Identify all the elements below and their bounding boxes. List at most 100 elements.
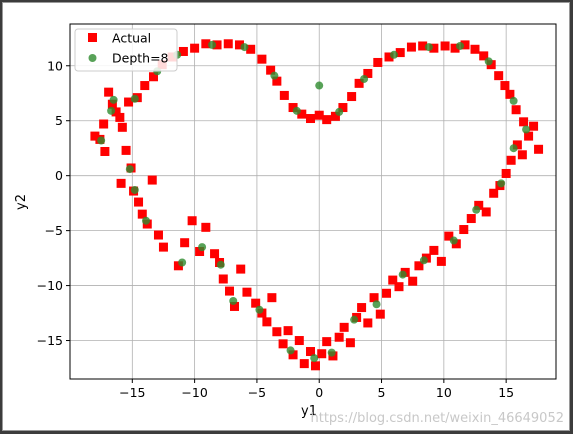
x-tick-label: 10 <box>436 385 452 400</box>
actual-point <box>470 44 480 54</box>
actual-point <box>115 112 125 122</box>
figure-frame: −15 −10 −5 0 5 10 15 10 5 0 −5 −10 −15 y1 y2 Actual… <box>2 2 570 431</box>
actual-point <box>306 347 316 357</box>
actual-point <box>201 39 211 49</box>
actual-point <box>406 42 416 52</box>
depth-point <box>229 296 238 305</box>
depth-point <box>335 107 344 116</box>
actual-point <box>506 155 516 165</box>
actual-point <box>294 336 304 346</box>
actual-point <box>234 40 244 50</box>
depth-point <box>327 348 336 357</box>
actual-point <box>529 121 539 131</box>
actual-point <box>394 282 404 292</box>
actual-point <box>299 359 309 369</box>
actual-point <box>512 140 522 150</box>
actual-point <box>382 288 392 298</box>
actual-point <box>262 317 272 327</box>
actual-point <box>242 287 252 297</box>
actual-point <box>511 105 521 115</box>
actual-point <box>486 60 496 70</box>
actual-point <box>187 216 197 226</box>
actual-point <box>158 242 168 252</box>
actual-point <box>334 332 344 342</box>
x-tick-label: −10 <box>181 385 207 400</box>
x-tick-label: 0 <box>315 385 323 400</box>
actual-point <box>317 349 327 359</box>
actual-point <box>210 249 220 259</box>
depth-point <box>216 260 225 269</box>
depth-point <box>178 258 187 267</box>
legend-actual-label: Actual <box>112 31 151 46</box>
actual-point <box>124 97 134 107</box>
legend-box <box>74 28 178 72</box>
y-tick-label: −15 <box>37 333 63 348</box>
actual-point <box>489 188 499 198</box>
actual-point <box>459 225 469 235</box>
depth-point <box>286 346 295 355</box>
actual-point <box>90 131 100 141</box>
watermark: https://blog.csdn.net/weixin_46649052 <box>310 411 564 426</box>
actual-point <box>436 256 446 266</box>
actual-point <box>519 117 529 127</box>
depth-point <box>208 40 217 49</box>
actual-point <box>257 54 267 64</box>
actual-point <box>201 222 211 232</box>
actual-point <box>363 68 373 78</box>
depth-point <box>419 256 428 265</box>
legend-depth-label: Depth=8 <box>112 51 169 66</box>
actual-point <box>330 111 340 121</box>
actual-point <box>363 318 373 328</box>
actual-point <box>266 65 276 75</box>
actual-point <box>466 214 476 224</box>
actual-point <box>314 110 324 120</box>
depth-point <box>350 315 359 324</box>
actual-point <box>117 122 127 132</box>
actual-point <box>451 239 461 249</box>
actual-point <box>288 350 298 360</box>
actual-point <box>288 103 298 113</box>
legend: Actual Depth=8 <box>74 28 178 72</box>
legend-depth-marker <box>88 54 97 62</box>
x-tick-label: 15 <box>498 385 514 400</box>
actual-point <box>357 303 367 313</box>
depth-point <box>390 50 398 59</box>
actual-point <box>140 81 150 91</box>
actual-point <box>99 119 109 129</box>
depth-point <box>360 74 369 83</box>
depth-point <box>315 81 324 90</box>
actual-point <box>137 209 147 219</box>
actual-point <box>388 275 398 285</box>
actual-point <box>338 103 348 113</box>
actual-point <box>257 308 267 318</box>
actual-point <box>474 200 484 210</box>
depth-point <box>472 205 481 214</box>
actual-point <box>501 168 511 178</box>
x-tick-label: −15 <box>119 385 145 400</box>
actual-point <box>339 322 349 332</box>
actual-point <box>121 145 131 155</box>
depth-point <box>255 305 264 314</box>
depth-point <box>125 165 134 174</box>
depth-series <box>97 40 531 363</box>
x-tick-label: 5 <box>378 385 386 400</box>
actual-point <box>322 115 332 125</box>
actual-point <box>306 114 316 124</box>
x-axis-label: y1 <box>301 404 317 419</box>
actual-point <box>148 72 158 82</box>
actual-point <box>272 76 282 86</box>
depth-point <box>509 144 518 153</box>
actual-point <box>429 245 439 255</box>
actual-point <box>505 89 515 99</box>
actual-point <box>229 301 239 311</box>
actual-point <box>173 261 183 271</box>
actual-point <box>100 146 110 156</box>
depth-point <box>398 270 407 279</box>
actual-point <box>414 261 424 271</box>
actual-point <box>218 274 228 284</box>
y-ticks: 10 5 0 −5 −10 −15 <box>37 58 70 348</box>
depth-point <box>292 106 301 115</box>
actual-point <box>246 44 256 54</box>
actual-point <box>212 40 222 50</box>
depth-point <box>142 216 151 225</box>
